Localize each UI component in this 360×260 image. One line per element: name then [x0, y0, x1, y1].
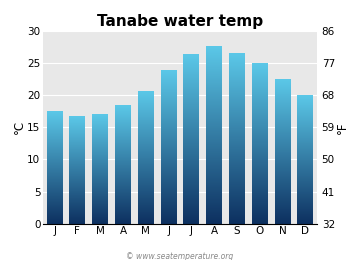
Text: © www.seatemperature.org: © www.seatemperature.org: [126, 252, 234, 260]
Y-axis label: °F: °F: [336, 121, 349, 134]
Y-axis label: °C: °C: [13, 120, 26, 134]
Title: Tanabe water temp: Tanabe water temp: [97, 14, 263, 29]
